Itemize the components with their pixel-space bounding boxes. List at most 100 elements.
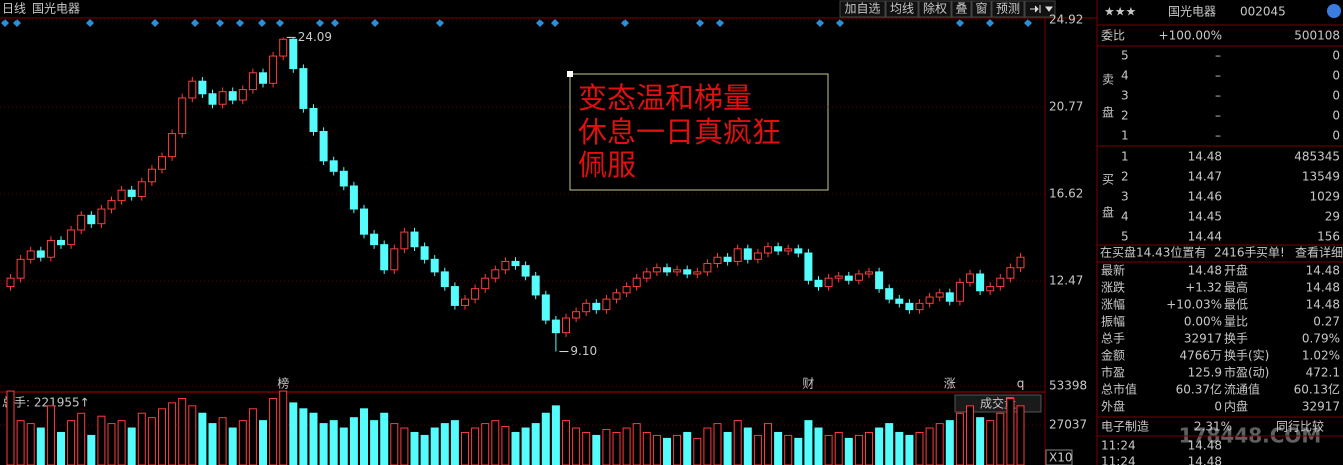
volume-bar [854, 434, 863, 465]
candle-body [733, 248, 742, 262]
toolbar-button[interactable] [951, 0, 972, 18]
volume-bar [804, 420, 813, 465]
toolbar-button[interactable] [971, 0, 992, 18]
volume-bar [531, 423, 540, 465]
quote-code: 002045 [1240, 5, 1286, 19]
info-marker[interactable] [86, 19, 94, 27]
toolbar-button[interactable] [918, 0, 952, 18]
volume-bar [46, 405, 55, 465]
candle-body [673, 269, 682, 273]
info-marker[interactable] [13, 19, 21, 27]
y-tick-label: 12.47 [1049, 273, 1083, 287]
sell-level: 5 [1121, 49, 1129, 63]
candle-body [592, 302, 601, 311]
industry-compare[interactable]: 同行比较 [1276, 419, 1324, 434]
candle-body [976, 273, 985, 292]
volume-bar [329, 420, 338, 465]
info-marker[interactable] [331, 19, 339, 27]
volume-title: 总手: 221955↑ [2, 396, 90, 410]
event-flag[interactable]: q [1017, 377, 1025, 391]
info-marker[interactable] [1, 19, 9, 27]
volume-bar [743, 427, 752, 465]
candle-body [349, 185, 358, 210]
info-marker[interactable] [216, 19, 224, 27]
candle-body [198, 80, 207, 95]
stat-label: 外盘 [1101, 399, 1125, 414]
info-marker[interactable] [621, 19, 629, 27]
candle-body [471, 288, 480, 300]
sell-price: – [1215, 129, 1221, 143]
volume-bar [248, 408, 257, 465]
info-marker[interactable] [258, 19, 266, 27]
info-marker[interactable] [191, 19, 199, 27]
candle-body [632, 277, 641, 288]
volume-bar [784, 434, 793, 465]
volume-bar [663, 437, 671, 465]
info-marker[interactable] [536, 19, 544, 27]
volume-bar [592, 434, 601, 465]
volume-bar [955, 412, 964, 465]
volume-bar [127, 427, 136, 465]
candle-body [804, 252, 813, 281]
volume-bar [279, 390, 288, 465]
volume-bar [491, 420, 500, 465]
sell-label: 盘 [1102, 105, 1114, 120]
volume-bar [450, 420, 459, 465]
stat-label: 最低 [1224, 298, 1248, 312]
sell-level: 3 [1121, 89, 1129, 103]
quote-logo[interactable] [1327, 4, 1341, 18]
notice-link[interactable]: 查看详细 [1295, 245, 1343, 260]
event-flag[interactable]: 财 [802, 377, 814, 391]
toolbar-button-label: 加自选 [844, 2, 880, 16]
candle-body [723, 256, 732, 262]
sell-level: 1 [1121, 129, 1129, 143]
candle-body [753, 252, 762, 260]
volume-bar [844, 437, 853, 465]
info-marker[interactable] [151, 19, 159, 27]
unit-box [1045, 449, 1073, 465]
candle-body [764, 246, 772, 254]
event-flag[interactable]: 榜 [277, 376, 289, 391]
info-marker[interactable] [551, 19, 559, 27]
stat-value: 14.48 [1306, 264, 1340, 278]
buy-level: 3 [1121, 190, 1129, 204]
candle-body [299, 68, 308, 109]
candle-body [915, 302, 924, 311]
toolbar-button[interactable] [839, 0, 886, 18]
info-marker[interactable] [1024, 19, 1032, 27]
info-marker[interactable] [716, 19, 724, 27]
info-marker[interactable] [276, 19, 284, 27]
volume-bar [895, 431, 904, 465]
candle-body [461, 298, 469, 306]
candle-body [824, 277, 833, 288]
stat-label: 涨幅 [1101, 297, 1125, 312]
y-tick-label: 16.62 [1049, 186, 1083, 200]
volume-bar [198, 412, 207, 465]
buy-price: 14.48 [1188, 150, 1222, 164]
buy-price: 14.45 [1188, 210, 1222, 224]
info-marker[interactable] [696, 19, 704, 27]
volume-bar [188, 405, 197, 465]
volume-bar [259, 420, 267, 465]
toolbar-button[interactable] [991, 0, 1025, 18]
info-marker[interactable] [986, 19, 994, 27]
volume-bar [834, 431, 843, 465]
stat-value: 60.13亿 [1294, 382, 1340, 397]
volume-bar [208, 423, 217, 465]
info-marker[interactable] [816, 19, 824, 27]
candle-body [450, 286, 459, 306]
event-flag[interactable]: 涨 [944, 376, 956, 391]
info-marker[interactable] [436, 19, 444, 27]
candle-body [440, 271, 449, 288]
stars: ★★★ [1104, 5, 1136, 19]
volume-bar [36, 427, 45, 465]
volume-bar [370, 420, 379, 465]
toolbar-button[interactable] [885, 0, 919, 18]
stat-value: 32917 [1302, 400, 1340, 414]
info-marker[interactable] [316, 19, 324, 27]
info-marker[interactable] [836, 19, 844, 27]
info-marker[interactable] [956, 19, 964, 27]
stat-label: 最新 [1101, 263, 1125, 278]
info-marker[interactable] [371, 19, 379, 27]
info-marker[interactable] [236, 19, 244, 27]
